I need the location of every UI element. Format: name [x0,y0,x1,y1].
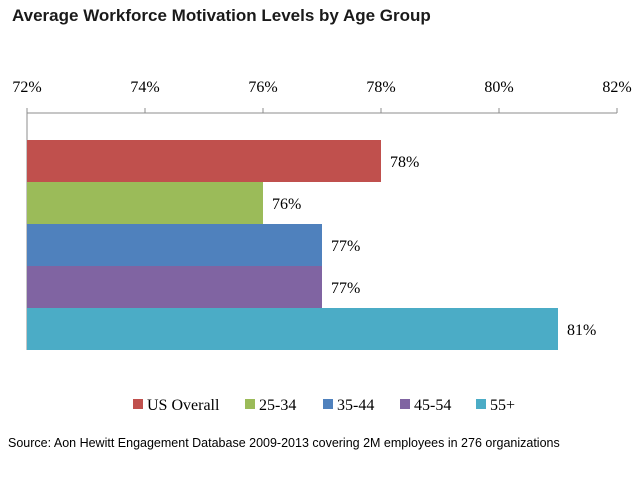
data-label: 77% [331,238,360,255]
data-label: 76% [272,196,301,213]
bars [27,140,558,350]
x-tick-label: 82% [602,79,631,96]
data-label: 78% [390,154,419,171]
legend-swatch [133,399,143,409]
legend-swatch [245,399,255,409]
legend-swatch [476,399,486,409]
source-note: Source: Aon Hewitt Engagement Database 2… [8,436,560,450]
legend-label: 35-44 [337,397,374,414]
legend-label: 55+ [490,397,515,414]
bar-35-44 [27,224,322,266]
x-axis: 72% 74% 76% 78% 80% 82% [12,79,632,350]
legend-swatch [400,399,410,409]
bar-25-34 [27,182,263,224]
bar-chart: 72% 74% 76% 78% 80% 82% 78% 76% 77% 77% 81% US Ov… [12,79,632,414]
x-tick-label: 74% [130,79,159,96]
x-tick-label: 72% [12,79,41,96]
legend-label: 25-34 [259,397,296,414]
data-label: 77% [331,280,360,297]
bar-55- [27,308,558,350]
x-tick-label: 80% [484,79,513,96]
bar-us-overall [27,140,381,182]
legend-label: US Overall [147,397,220,414]
data-label: 81% [567,322,596,339]
x-tick-label: 76% [248,79,277,96]
legend: US Overall 25-34 35-44 45-54 55+ [133,397,515,414]
bar-45-54 [27,266,322,308]
x-tick-label: 78% [366,79,395,96]
data-labels: 78% 76% 77% 77% 81% [272,154,596,339]
legend-label: 45-54 [414,397,451,414]
chart-title: Average Workforce Motivation Levels by A… [12,6,431,25]
legend-swatch [323,399,333,409]
